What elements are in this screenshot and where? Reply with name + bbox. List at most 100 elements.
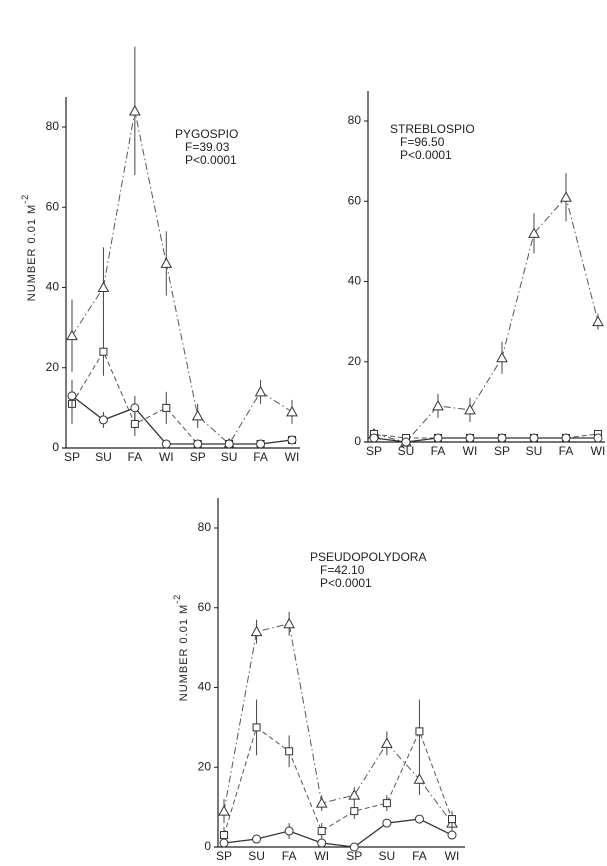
marker [252, 723, 261, 732]
y-tick-label: 20 [46, 360, 60, 374]
annotation: F=42.10 [320, 563, 365, 577]
marker [130, 419, 139, 428]
annotation: STREBLOSPIO [390, 122, 475, 136]
x-tick-label: FA [412, 849, 427, 863]
y-tick-label: 20 [348, 354, 362, 368]
marker [285, 747, 294, 756]
x-tick-label: WI [591, 444, 606, 458]
marker [130, 403, 140, 413]
marker [369, 433, 379, 443]
x-tick-label: FA [431, 444, 446, 458]
y-axis-label-text: NUMBER 0.01 M [26, 204, 38, 301]
marker [250, 625, 263, 637]
marker [464, 403, 476, 415]
annotation: F=96.50 [400, 135, 445, 149]
marker [66, 329, 78, 341]
y-tick-label: 0 [204, 839, 211, 853]
marker [349, 842, 359, 852]
marker [528, 227, 540, 238]
marker [433, 433, 443, 443]
x-tick-label: FA [128, 450, 143, 464]
marker [220, 831, 228, 840]
annotation: PSEUDOPOLYDORA [310, 550, 426, 564]
marker [497, 433, 507, 443]
marker [99, 347, 108, 356]
x-tick-label: SU [526, 444, 543, 458]
y-tick-label: 40 [46, 280, 60, 294]
x-tick-label: WI [314, 849, 329, 863]
series-line [71, 350, 293, 445]
marker [382, 818, 392, 828]
marker [317, 838, 327, 848]
series-line [373, 196, 599, 443]
y-tick-label: 80 [46, 119, 60, 133]
x-tick-label: FA [282, 849, 297, 863]
x-tick-label: SU [398, 444, 415, 458]
marker [465, 433, 475, 443]
x-tick-label: SP [346, 849, 362, 863]
series-line [223, 818, 453, 848]
y-axis-label-sup: -2 [172, 594, 182, 604]
marker [97, 281, 110, 292]
x-tick-label: SP [216, 849, 232, 863]
annotation: P<0.0001 [320, 576, 372, 590]
marker [129, 104, 141, 116]
x-tick-label: WI [285, 450, 300, 464]
series-line [223, 726, 453, 836]
series-line [71, 395, 293, 445]
y-tick-label: 60 [348, 193, 362, 207]
annotation: F=39.03 [185, 140, 230, 154]
marker [254, 385, 267, 397]
y-axis-label: NUMBER 0.01 M-2 [20, 194, 38, 301]
marker [315, 797, 328, 808]
marker [224, 439, 234, 449]
marker [286, 405, 298, 417]
marker [447, 830, 457, 840]
x-tick-label: WI [463, 444, 478, 458]
x-tick-label: SU [379, 849, 396, 863]
x-tick-label: FA [559, 444, 574, 458]
marker [348, 789, 361, 800]
marker [317, 827, 326, 836]
y-tick-label: 0 [354, 434, 361, 448]
annotation: P<0.0001 [400, 148, 452, 162]
marker [381, 737, 393, 748]
series-line [373, 437, 598, 443]
annotation: PYGOSPIO [175, 127, 238, 141]
x-tick-label: SP [64, 450, 80, 464]
marker [252, 834, 262, 844]
x-tick-label: SU [221, 450, 238, 464]
y-tick-label: 60 [46, 199, 60, 213]
marker [413, 773, 426, 784]
x-tick-label: SP [366, 444, 382, 458]
marker [560, 191, 572, 202]
marker [67, 391, 77, 401]
x-tick-label: FA [253, 450, 268, 464]
x-tick-label: SP [494, 444, 510, 458]
y-axis-label: NUMBER 0.01 M-2 [172, 594, 190, 701]
marker [218, 805, 230, 816]
marker [256, 439, 266, 449]
y-tick-label: 20 [198, 759, 212, 773]
x-tick-label: SU [95, 450, 112, 464]
marker [350, 807, 359, 816]
x-tick-label: SU [248, 849, 265, 863]
marker [284, 826, 294, 836]
marker [161, 439, 171, 449]
marker [432, 399, 444, 411]
series-line [71, 110, 293, 445]
y-tick-label: 80 [348, 113, 362, 127]
marker [592, 315, 604, 327]
x-tick-label: WI [445, 849, 460, 863]
y-tick-label: 0 [52, 440, 59, 454]
marker [98, 415, 108, 425]
y-tick-label: 40 [198, 680, 212, 694]
marker [593, 433, 603, 443]
marker [162, 403, 171, 412]
marker [561, 433, 571, 443]
marker [283, 617, 295, 629]
marker [496, 351, 508, 363]
marker [401, 437, 411, 447]
